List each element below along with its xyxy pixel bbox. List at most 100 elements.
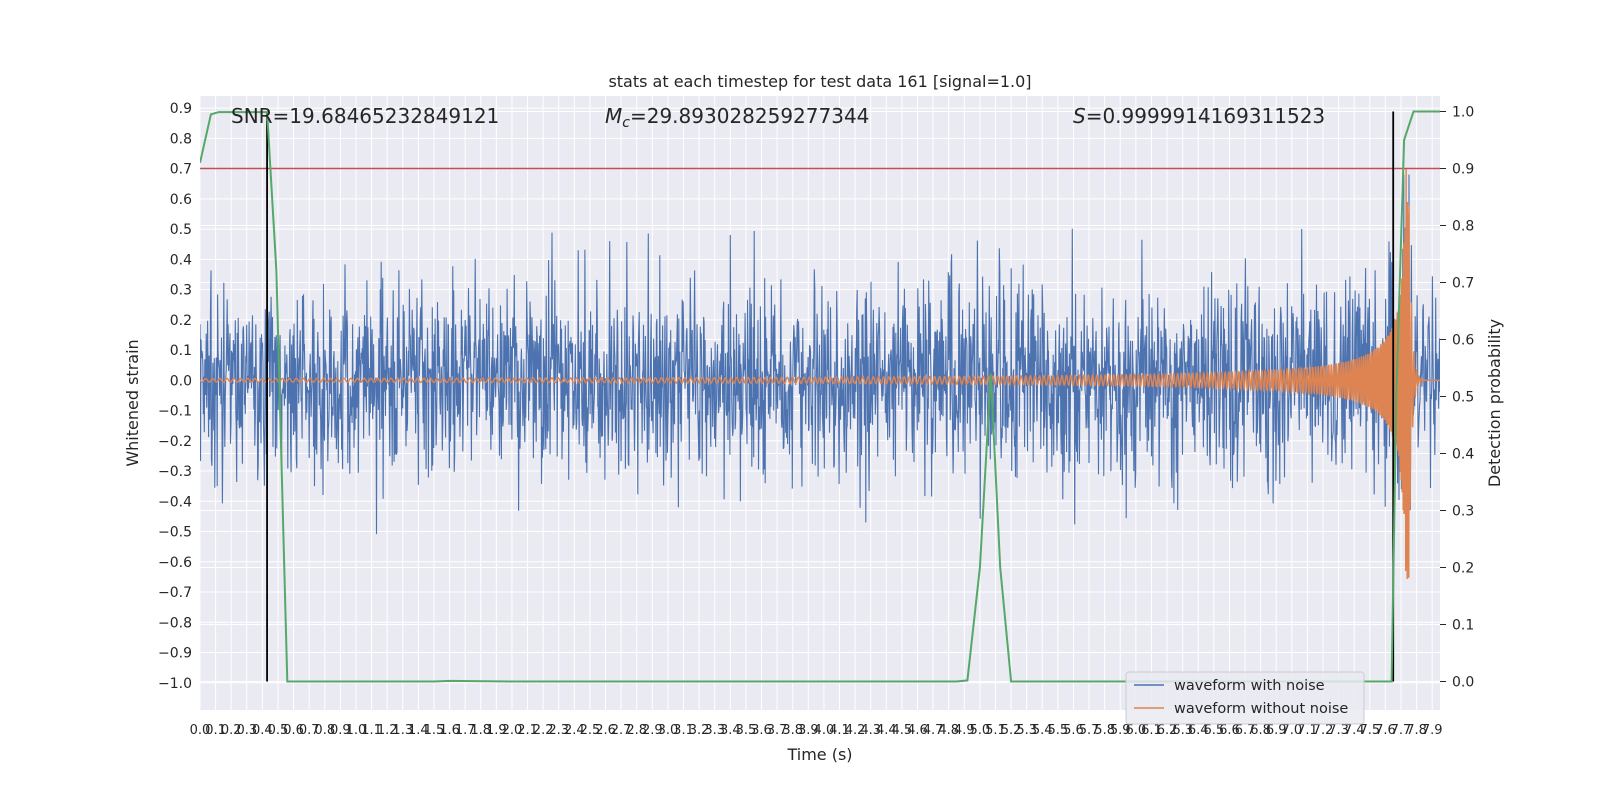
y-tick-label: 0.4 (170, 252, 192, 268)
chirp-mass-symbol: M (605, 104, 622, 128)
x-tick-label: 4.0 (814, 723, 835, 738)
chirp-mass-annotation: Mc=29.893028259277344 (605, 104, 869, 131)
x-tick-label: 4.4 (876, 723, 897, 738)
x-tick-label: 3.9 (798, 723, 819, 738)
x-tick-label: 7.2 (1313, 723, 1334, 738)
x-tick-labels: 0.00.10.20.30.40.50.60.70.80.91.01.11.21… (190, 723, 1443, 738)
x-tick-label: 5.9 (1110, 723, 1131, 738)
y-tick-label: −0.1 (158, 404, 192, 420)
series-waveform-without-noise (200, 168, 1440, 580)
x-tick-label: 1.9 (486, 723, 507, 738)
x-tick-label: 0.5 (268, 723, 289, 738)
x-tick-label: 7.8 (1406, 723, 1427, 738)
x-tick-label: 1.6 (439, 723, 460, 738)
x-tick-label: 7.9 (1422, 723, 1443, 738)
x-tick-label: 0.7 (299, 723, 320, 738)
y-tick-label: 0.2 (170, 313, 192, 329)
x-tick-label: 2.3 (548, 723, 569, 738)
x-tick-label: 1.8 (470, 723, 491, 738)
snr-annotation: SNR=19.68465232849121 (231, 104, 499, 128)
x-tick-label: 5.0 (970, 723, 991, 738)
x-tick-label: 5.3 (1016, 723, 1037, 738)
legend-label-noise: waveform with noise (1174, 678, 1325, 694)
y-tick-label: −0.2 (158, 434, 192, 450)
x-tick-label: 6.1 (1141, 723, 1162, 738)
x-tick-label: 3.5 (736, 723, 757, 738)
x-tick-label: 6.6 (1219, 723, 1240, 738)
x-tick-label: 6.5 (1203, 723, 1224, 738)
y-axis-label: Whitened strain (123, 339, 142, 466)
x-tick-label: 3.7 (767, 723, 788, 738)
x-tick-label: 0.3 (236, 723, 257, 738)
y2-tick-label: 0.1 (1452, 618, 1474, 634)
y-tick-label: −0.6 (158, 555, 192, 571)
y-tick-label: 0.3 (170, 283, 192, 299)
x-tick-label: 4.2 (845, 723, 866, 738)
x-tick-label: 4.8 (938, 723, 959, 738)
x-tick-label: 7.4 (1344, 723, 1365, 738)
y-tick-label: −0.5 (158, 525, 192, 541)
x-tick-label: 1.3 (392, 723, 413, 738)
x-tick-label: 1.0 (346, 723, 367, 738)
y2-tick-labels: 1.0 0.9 0.8 0.7 0.6 0.5 0.4 0.3 0.2 0.1 0.0 (1452, 105, 1474, 691)
x-tick-label: 5.1 (985, 723, 1006, 738)
x-tick-label: 6.4 (1188, 723, 1209, 738)
series-waveform-with-noise (200, 174, 1440, 553)
x-tick-label: 6.3 (1172, 723, 1193, 738)
x-tick-label: 2.8 (626, 723, 647, 738)
x-axis-label: Time (s) (786, 745, 852, 764)
y-tick-label: −0.4 (158, 494, 192, 510)
x-tick-label: 3.6 (751, 723, 772, 738)
x-tick-label: 2.1 (517, 723, 538, 738)
x-tick-label: 0.2 (221, 723, 242, 738)
x-tick-label: 6.2 (1157, 723, 1178, 738)
y-tick-label: −1.0 (158, 676, 192, 692)
y-tick-label: −0.7 (158, 585, 192, 601)
x-tick-label: 2.2 (533, 723, 554, 738)
chirp-mass-value: =29.893028259277344 (630, 104, 869, 128)
x-tick-label: 7.6 (1375, 723, 1396, 738)
y-tick-label: 0.1 (170, 343, 192, 359)
x-tick-label: 2.0 (502, 723, 523, 738)
y-tick-label: 0.8 (170, 131, 192, 147)
y2-axis-label: Detection probability (1485, 319, 1504, 487)
y-tick-label: −0.8 (158, 615, 192, 631)
x-tick-label: 6.0 (1126, 723, 1147, 738)
x-tick-label: 3.1 (673, 723, 694, 738)
y-tick-label: 0.9 (170, 101, 192, 117)
y2-tick-label: 0.7 (1452, 276, 1474, 292)
x-tick-label: 0.0 (190, 723, 211, 738)
score-annotation: S=0.9999914169311523 (1073, 104, 1325, 128)
x-tick-label: 7.7 (1391, 723, 1412, 738)
y-tick-label: −0.9 (158, 646, 192, 662)
y2-tick-label: 0.5 (1452, 390, 1474, 406)
x-tick-label: 1.1 (361, 723, 382, 738)
x-tick-label: 7.5 (1359, 723, 1380, 738)
x-tick-label: 0.8 (314, 723, 335, 738)
x-tick-label: 5.7 (1079, 723, 1100, 738)
x-tick-label: 7.0 (1281, 723, 1302, 738)
x-tick-label: 4.7 (923, 723, 944, 738)
score-value: =0.9999914169311523 (1086, 104, 1325, 128)
x-tick-label: 4.6 (907, 723, 928, 738)
x-tick-label: 3.4 (720, 723, 741, 738)
x-tick-label: 5.8 (1094, 723, 1115, 738)
x-tick-label: 0.4 (252, 723, 273, 738)
x-tick-label: 5.4 (1032, 723, 1053, 738)
y-tick-label: −0.3 (158, 464, 192, 480)
x-tick-label: 5.5 (1048, 723, 1069, 738)
x-tick-label: 2.7 (611, 723, 632, 738)
x-tick-label: 6.7 (1235, 723, 1256, 738)
x-tick-label: 4.3 (860, 723, 881, 738)
chirp-mass-subscript: c (622, 115, 630, 131)
y2-tick-label: 0.6 (1452, 333, 1474, 349)
y-tick-label: 0.6 (170, 192, 192, 208)
x-tick-label: 2.6 (595, 723, 616, 738)
x-tick-label: 1.4 (408, 723, 429, 738)
y2-tick-label: 0.4 (1452, 447, 1474, 463)
x-tick-label: 3.0 (658, 723, 679, 738)
x-tick-label: 6.8 (1250, 723, 1271, 738)
y2-tick-label: 0.3 (1452, 504, 1474, 520)
x-tick-label: 3.3 (704, 723, 725, 738)
x-tick-label: 3.2 (689, 723, 710, 738)
